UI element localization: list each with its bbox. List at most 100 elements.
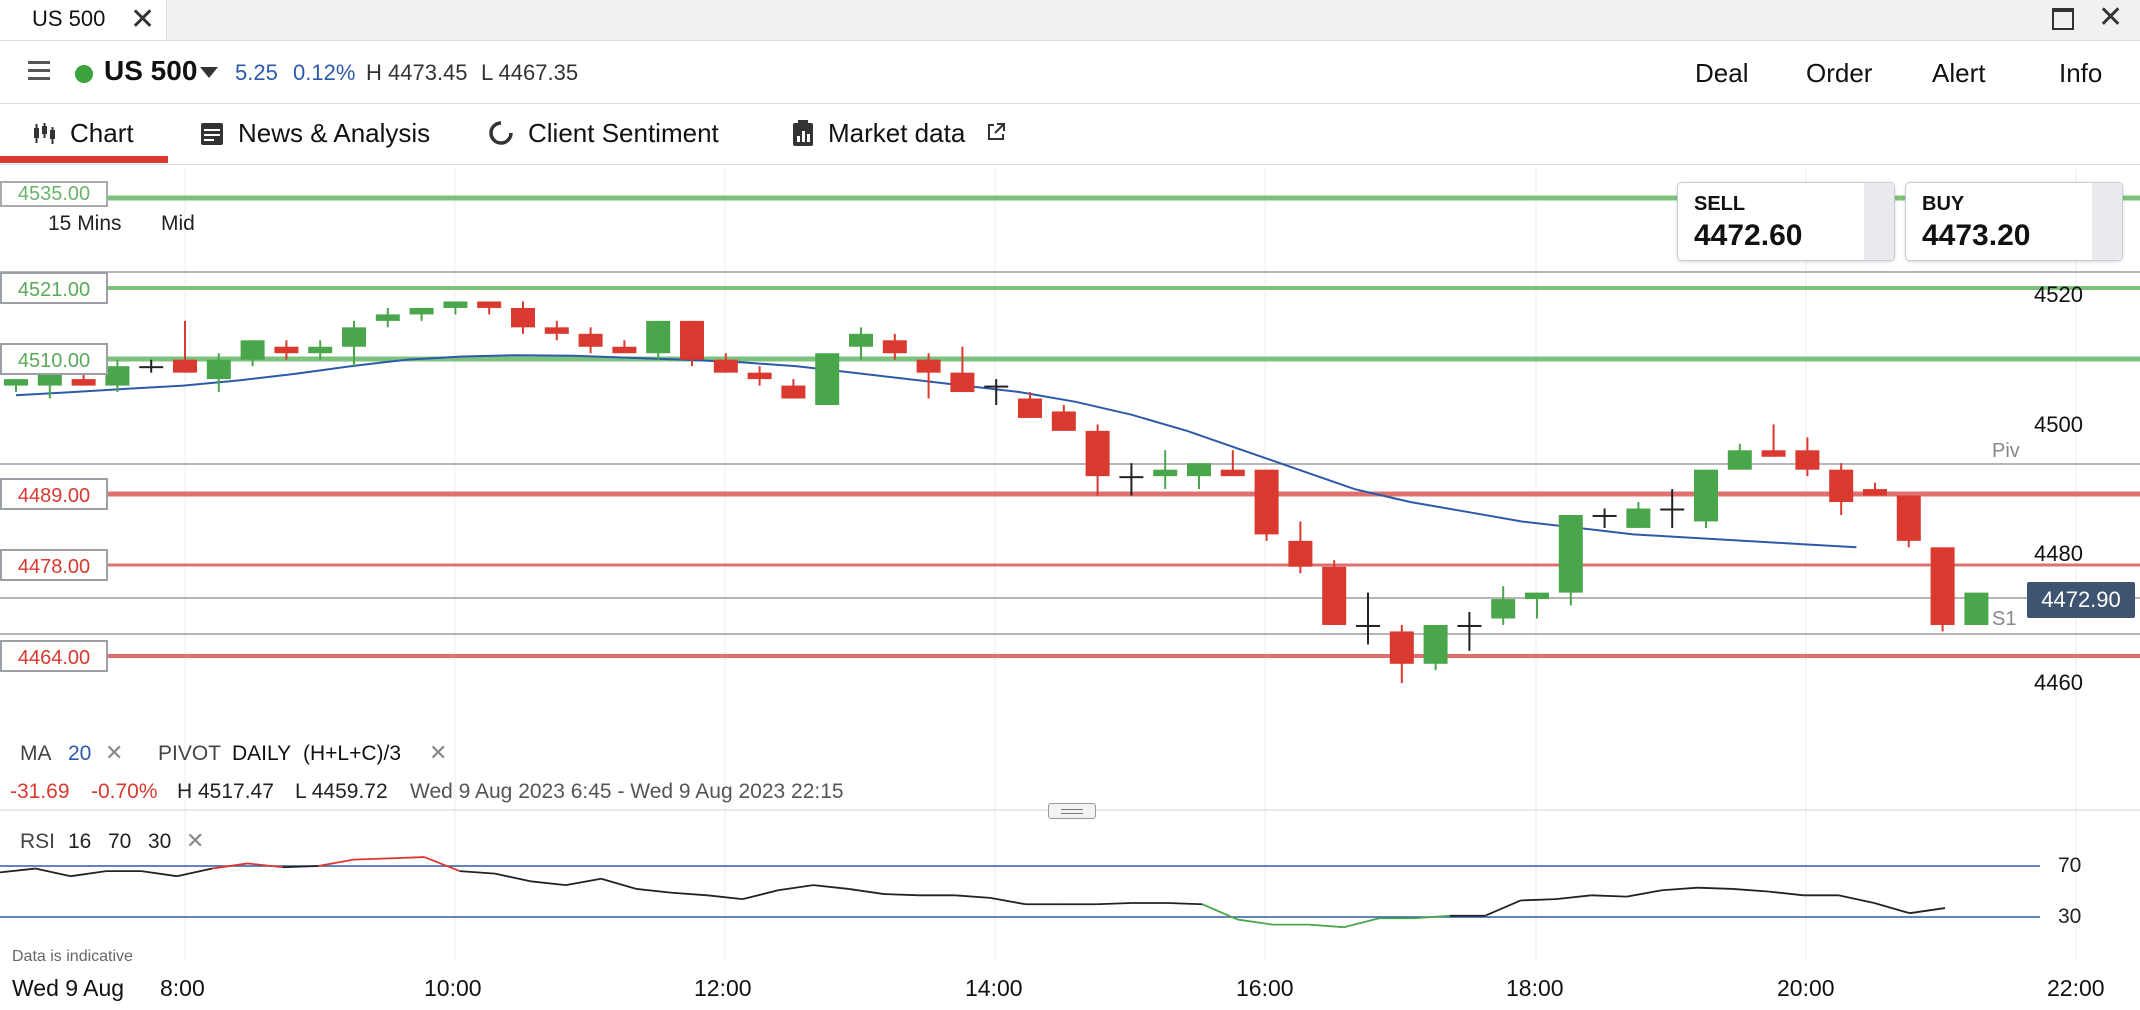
buy-button[interactable]: BUY 4473.20	[1905, 182, 2123, 261]
rsi-label[interactable]: RSI	[20, 830, 56, 853]
market-header: US 500 5.25 0.12% H 4473.45 L 4467.35 De…	[0, 41, 2140, 104]
candle-body-0	[4, 379, 28, 386]
maximize-icon[interactable]	[2052, 8, 2074, 30]
rsi-seg-54	[1909, 907, 1946, 915]
candle-body-19	[646, 320, 671, 354]
tab-news-analysis[interactable]: News & Analysis	[238, 118, 431, 148]
candle-body-55	[1863, 489, 1887, 496]
sell-button[interactable]: SELL 4472.60	[1677, 182, 1895, 261]
candle-body-2	[71, 379, 96, 386]
rsi-seg-34	[1202, 903, 1239, 921]
pivot-label-legend[interactable]: PIVOT	[158, 742, 222, 765]
candle-body-38	[1288, 540, 1313, 567]
panel-resize-handle[interactable]	[1048, 803, 1096, 819]
line-label-top[interactable]: 4535.00	[0, 181, 108, 207]
chevron-down-icon[interactable]	[200, 67, 218, 78]
ma-remove-icon[interactable]: ✕	[105, 740, 124, 765]
rsi-seg-14	[494, 872, 531, 883]
price-change-pct: 0.12%	[293, 60, 356, 85]
candle-body-18	[612, 346, 637, 354]
interval-selector[interactable]: 15 Mins	[48, 212, 122, 235]
alert-button[interactable]: Alert	[1932, 58, 1986, 88]
pivot-remove-icon[interactable]: ✕	[429, 740, 448, 765]
candle-body-52	[1761, 450, 1786, 457]
candle-body-41	[1389, 631, 1414, 664]
candle-body-57	[1930, 547, 1955, 625]
candle-body-53	[1795, 450, 1820, 470]
tab-us500[interactable]: US 500 ✕	[0, 0, 167, 40]
range-change-pct: -0.70%	[91, 780, 158, 803]
candle-body-29	[984, 385, 1009, 388]
session-low: L 4467.35	[481, 60, 579, 85]
rsi-remove-icon[interactable]: ✕	[186, 828, 205, 853]
range-change: -31.69	[10, 780, 70, 803]
pivot-formula[interactable]: (H+L+C)/3	[303, 742, 402, 765]
rsi-upper[interactable]: 70	[108, 830, 132, 853]
rsi-seg-9	[318, 858, 354, 867]
info-button[interactable]: Info	[2059, 58, 2103, 88]
rsi-seg-11	[388, 856, 425, 860]
candle-body-6	[206, 359, 231, 380]
rsi-seg-50	[1768, 890, 1804, 897]
rsi-seg-31	[1096, 902, 1132, 906]
candle-body-16	[544, 327, 569, 334]
rsi-seg-0	[0, 867, 36, 874]
market-name[interactable]: US 500	[104, 55, 198, 86]
ma-label[interactable]: MA	[20, 742, 52, 765]
y-tick-4500: 4500	[2034, 412, 2083, 437]
line-label-green-1[interactable]: 4521.00	[0, 272, 108, 304]
rsi-seg-44	[1555, 894, 1592, 901]
rsi-seg-18	[636, 888, 673, 894]
candle-body-24	[815, 353, 840, 405]
x-tick-2200: 22:00	[2047, 975, 2105, 1001]
line-label-green-2[interactable]: 4510.00	[0, 343, 108, 375]
rsi-seg-8	[282, 865, 319, 869]
line-label-red-2[interactable]: 4478.00	[0, 549, 108, 581]
window-close-icon[interactable]: ✕	[2098, 1, 2124, 34]
date-range: Wed 9 Aug 2023 6:45 - Wed 9 Aug 2023 22:…	[410, 780, 844, 803]
price-type-selector[interactable]: Mid	[161, 212, 195, 235]
rsi-period[interactable]: 16	[68, 830, 92, 853]
tab-market-data[interactable]: Market data	[828, 118, 966, 148]
tab-client-sentiment[interactable]: Client Sentiment	[528, 118, 719, 148]
y-tick-4520: 4520	[2034, 282, 2083, 307]
rsi-seg-4	[141, 870, 177, 878]
line-label-red-3[interactable]: 4464.00	[0, 640, 108, 672]
order-button[interactable]: Order	[1806, 58, 1873, 88]
rsi-seg-19	[671, 891, 708, 897]
rsi-seg-40	[1414, 914, 1450, 920]
tab-label: US 500	[32, 6, 106, 31]
candle-body-22	[747, 372, 772, 380]
candle-body-50	[1694, 469, 1718, 522]
rsi-seg-22	[777, 884, 814, 892]
x-tick-1000: 10:00	[424, 975, 482, 1001]
candle-body-34	[1153, 469, 1178, 477]
candle-body-10	[342, 327, 366, 347]
candle-body-26	[882, 340, 907, 354]
rsi-tick-70: 70	[2058, 854, 2082, 877]
tab-chart[interactable]: Chart	[70, 118, 134, 148]
rsi-seg-38	[1343, 917, 1380, 929]
rsi-seg-12	[424, 856, 461, 872]
rsi-seg-42	[1484, 899, 1521, 917]
rsi-lower[interactable]: 30	[148, 830, 172, 853]
line-label-red-1[interactable]: 4489.00	[0, 478, 108, 510]
candle-body-9	[308, 346, 333, 354]
candle-body-40	[1356, 624, 1380, 627]
pivot-period[interactable]: DAILY	[232, 742, 292, 765]
hamburger-menu-icon[interactable]	[28, 61, 50, 64]
rsi-seg-45	[1591, 894, 1627, 898]
candle-body-46	[1558, 514, 1583, 593]
deal-button[interactable]: Deal	[1695, 58, 1749, 88]
candle-body-4	[139, 366, 164, 369]
rsi-seg-53	[1874, 902, 1910, 915]
external-link-icon[interactable]	[986, 122, 1006, 142]
candle-body-39	[1322, 566, 1347, 625]
candle-body-20	[680, 320, 704, 360]
candle-body-49	[1660, 508, 1685, 511]
ma-period[interactable]: 20	[68, 742, 92, 765]
rsi-seg-46	[1626, 889, 1663, 898]
candle-body-28	[950, 372, 975, 393]
tab-close-icon[interactable]: ✕	[130, 3, 156, 36]
